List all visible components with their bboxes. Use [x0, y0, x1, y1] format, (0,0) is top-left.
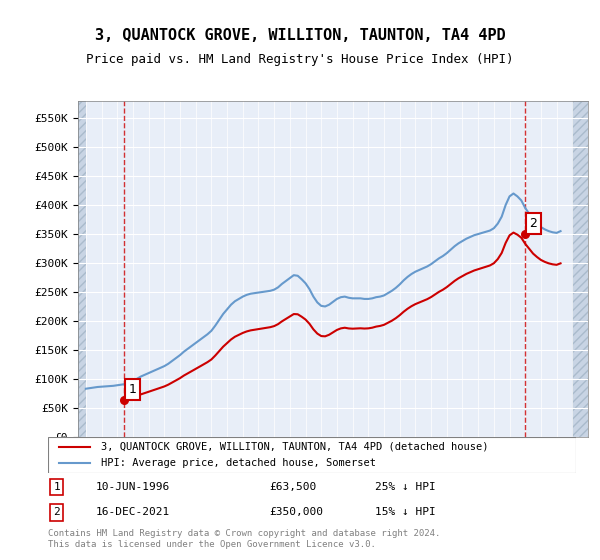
Text: Price paid vs. HM Land Registry's House Price Index (HPI): Price paid vs. HM Land Registry's House …: [86, 53, 514, 66]
Text: £63,500: £63,500: [270, 482, 317, 492]
Bar: [572, 101, 588, 437]
Point: [520, 230, 529, 239]
Text: 2: 2: [529, 217, 537, 230]
Bar: [86, 101, 572, 437]
Text: 1: 1: [129, 383, 137, 396]
Bar: [78, 101, 86, 437]
Text: 2: 2: [53, 507, 60, 517]
Text: 16-DEC-2021: 16-DEC-2021: [95, 507, 170, 517]
Text: 10-JUN-1996: 10-JUN-1996: [95, 482, 170, 492]
Text: HPI: Average price, detached house, Somerset: HPI: Average price, detached house, Some…: [101, 458, 376, 468]
Bar: [78, 101, 86, 437]
Text: 15% ↓ HPI: 15% ↓ HPI: [376, 507, 436, 517]
Bar: [572, 101, 588, 437]
Text: £350,000: £350,000: [270, 507, 324, 517]
Text: 25% ↓ HPI: 25% ↓ HPI: [376, 482, 436, 492]
Text: 3, QUANTOCK GROVE, WILLITON, TAUNTON, TA4 4PD: 3, QUANTOCK GROVE, WILLITON, TAUNTON, TA…: [95, 28, 505, 43]
Point: [119, 395, 129, 404]
Text: Contains HM Land Registry data © Crown copyright and database right 2024.
This d: Contains HM Land Registry data © Crown c…: [48, 529, 440, 549]
Text: 3, QUANTOCK GROVE, WILLITON, TAUNTON, TA4 4PD (detached house): 3, QUANTOCK GROVE, WILLITON, TAUNTON, TA…: [101, 442, 488, 452]
FancyBboxPatch shape: [48, 437, 576, 473]
Text: 1: 1: [53, 482, 60, 492]
